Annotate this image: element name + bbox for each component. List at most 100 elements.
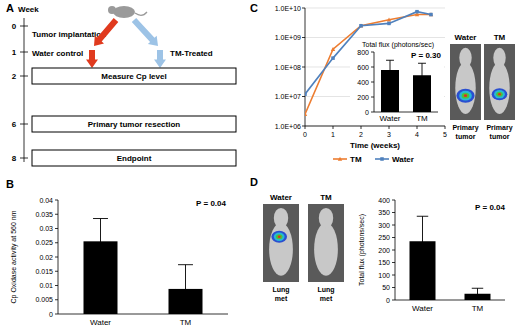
signal bbox=[271, 231, 287, 243]
caption-line: tumor bbox=[456, 133, 476, 140]
x-axis bbox=[305, 126, 445, 127]
signal bbox=[456, 89, 474, 103]
arm-label: TM-Treated bbox=[170, 49, 213, 58]
step-label: Endpoint bbox=[117, 154, 152, 163]
y-tick-label: 1.0E+10 bbox=[275, 5, 301, 12]
arm-label: Water control bbox=[32, 49, 83, 58]
y-tick bbox=[371, 52, 374, 53]
x-tick bbox=[389, 126, 390, 129]
y-tick bbox=[55, 242, 58, 243]
image-background bbox=[308, 204, 344, 282]
inset-background bbox=[350, 40, 444, 124]
y-axis-label: Cp Oxidase activity at 560 nm bbox=[10, 210, 18, 303]
signal bbox=[459, 91, 472, 101]
y-tick-label: 0.025 bbox=[35, 239, 53, 246]
signal bbox=[462, 93, 470, 99]
caption-line: Primary bbox=[452, 124, 478, 132]
signal bbox=[498, 93, 501, 95]
mouse-head bbox=[319, 208, 333, 228]
mouse-icon bbox=[113, 6, 135, 18]
marker bbox=[359, 24, 363, 28]
mouse-icon bbox=[135, 12, 147, 15]
bars bbox=[410, 216, 491, 300]
x-tick-label: 5 bbox=[443, 131, 447, 138]
y-tick-label: 1.0E+08 bbox=[275, 64, 301, 71]
legend-line bbox=[375, 158, 389, 160]
y-tick bbox=[392, 262, 395, 263]
y-tick bbox=[55, 285, 58, 286]
arrow bbox=[154, 50, 166, 68]
y-tick-label: 1.0E+09 bbox=[275, 34, 301, 41]
grid-line bbox=[305, 8, 445, 9]
x-tick bbox=[361, 126, 362, 129]
marker bbox=[387, 22, 391, 26]
y-tick-label: 0 bbox=[365, 109, 369, 116]
week-tick bbox=[20, 76, 28, 77]
marker bbox=[415, 10, 419, 14]
week-label: 2 bbox=[12, 72, 17, 81]
category-label: TM bbox=[416, 114, 428, 123]
marker bbox=[359, 24, 363, 28]
signal bbox=[274, 233, 285, 241]
category-label: TM bbox=[472, 304, 484, 313]
signal bbox=[464, 94, 468, 97]
mouse-body bbox=[455, 62, 475, 114]
marker bbox=[429, 13, 433, 17]
marker bbox=[305, 92, 307, 96]
y-tick-label: 300 bbox=[378, 222, 390, 229]
y-tick bbox=[392, 250, 395, 251]
y-tick-label: 0.02 bbox=[39, 254, 53, 261]
annotation: P = 0.04 bbox=[196, 199, 226, 208]
y-tick bbox=[55, 271, 58, 272]
week-tick bbox=[20, 26, 28, 27]
y-tick bbox=[55, 200, 58, 201]
caption-line: met bbox=[320, 295, 333, 302]
annotation: P = 0.04 bbox=[475, 203, 505, 212]
image-caption: Primarytumor bbox=[452, 124, 478, 140]
y-tick-label: 400 bbox=[357, 79, 369, 86]
timeline bbox=[24, 18, 25, 162]
y-tick-label: 200 bbox=[357, 94, 369, 101]
y-tick-label: 1.0E+07 bbox=[275, 93, 301, 100]
y-tick bbox=[371, 112, 374, 113]
mouse-head bbox=[493, 48, 505, 68]
y-tick-label: 0 bbox=[49, 311, 53, 318]
week-label: 8 bbox=[12, 154, 17, 163]
y-tick bbox=[302, 67, 305, 68]
y-tick bbox=[55, 314, 58, 315]
signal bbox=[492, 88, 508, 100]
image-caption: Primarytumor bbox=[486, 124, 512, 140]
x-tick bbox=[445, 126, 446, 129]
grid-line bbox=[305, 126, 445, 127]
y-tick bbox=[371, 97, 374, 98]
y-tick-label: 150 bbox=[378, 259, 390, 266]
y-axis bbox=[305, 8, 306, 126]
y-tick-label: 350 bbox=[378, 209, 390, 216]
image-caption: Lungmet bbox=[317, 286, 334, 302]
error-bar bbox=[417, 216, 428, 266]
y-tick bbox=[392, 287, 395, 288]
error-bar bbox=[472, 288, 483, 299]
y-tick-label: 0.04 bbox=[39, 197, 53, 204]
bars bbox=[381, 60, 431, 112]
signal bbox=[494, 90, 505, 98]
marker bbox=[429, 12, 433, 16]
mouse-head bbox=[459, 48, 471, 68]
x-tick bbox=[333, 126, 334, 129]
marker bbox=[331, 56, 335, 60]
error-bar bbox=[178, 265, 193, 313]
mouse-body bbox=[314, 223, 338, 276]
annotation: P = 0.30 bbox=[411, 51, 441, 60]
caption-line: met bbox=[275, 295, 288, 302]
panel-label: B bbox=[6, 178, 14, 190]
x-tick-label: 4 bbox=[415, 131, 419, 138]
marker bbox=[387, 18, 391, 22]
y-tick-label: 1.0E+06 bbox=[275, 123, 301, 130]
x-axis-label: Time (weeks) bbox=[350, 141, 400, 150]
arrow bbox=[94, 18, 118, 46]
caption-line: Lung bbox=[272, 286, 289, 294]
x-tick-label: 2 bbox=[359, 131, 363, 138]
legend-marker bbox=[380, 157, 384, 161]
week-tick bbox=[20, 52, 28, 53]
axis-label: Week bbox=[18, 5, 39, 14]
